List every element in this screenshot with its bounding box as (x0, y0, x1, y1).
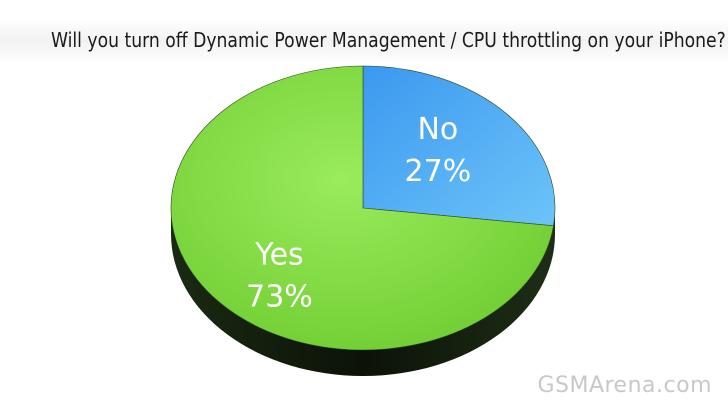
chart-title: Will you turn off Dynamic Power Manageme… (50, 28, 726, 52)
pie-side-wall (171, 208, 555, 376)
watermark-logo: GSMArena.com (537, 373, 712, 398)
pie-slice-no (362, 65, 556, 227)
slice-label-yes: Yes (254, 237, 303, 272)
slice-label-no: No (417, 112, 458, 147)
pie-slice-yes (170, 65, 554, 351)
slice-value-yes: 73% (246, 279, 313, 314)
slice-value-no: 27% (405, 154, 472, 189)
title-band (0, 18, 728, 64)
